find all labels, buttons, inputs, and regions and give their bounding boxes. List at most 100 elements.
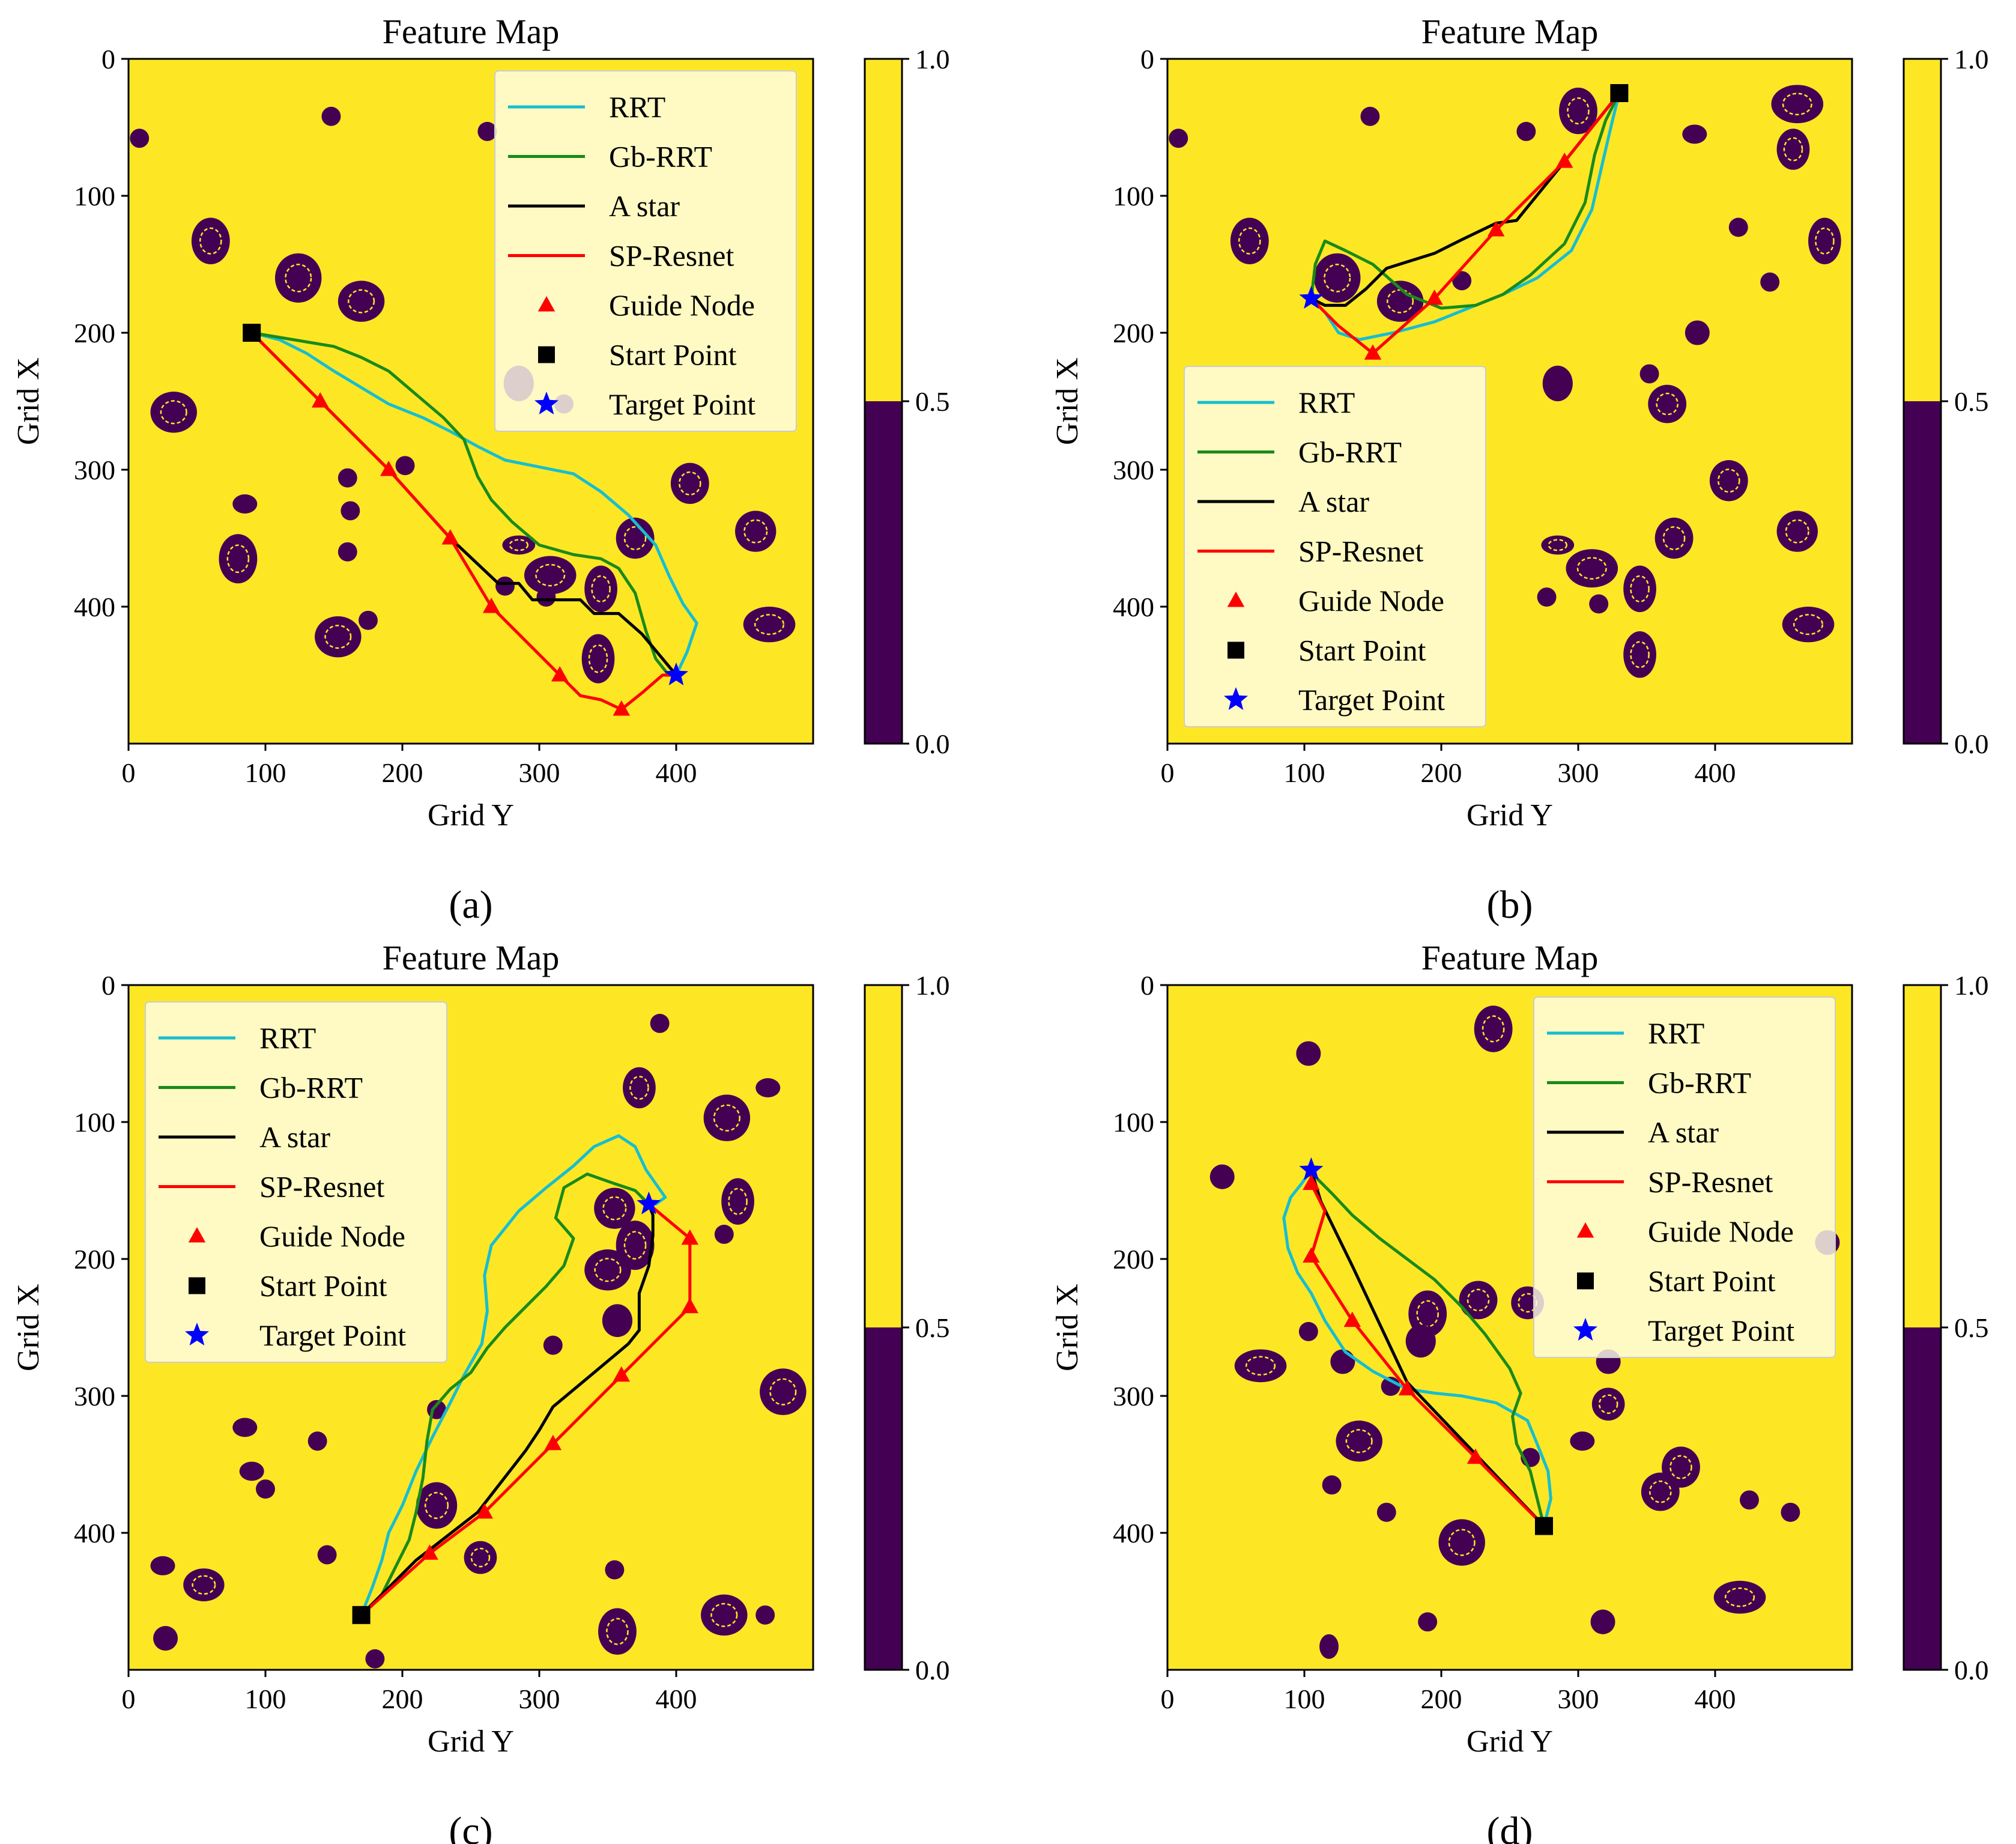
obstacle-body bbox=[1589, 594, 1609, 614]
obstacle bbox=[1782, 607, 1835, 643]
start-point-marker bbox=[1610, 84, 1629, 102]
obstacle bbox=[1639, 364, 1659, 384]
obstacle-body bbox=[1570, 1431, 1595, 1451]
obstacle bbox=[743, 607, 796, 643]
obstacle bbox=[1230, 217, 1269, 264]
obstacle bbox=[1591, 1388, 1625, 1421]
x-tick-label: 200 bbox=[382, 1684, 423, 1714]
obstacle bbox=[1296, 1041, 1321, 1066]
legend-label: A star bbox=[609, 189, 680, 223]
obstacle-body bbox=[703, 1094, 751, 1141]
obstacle-body bbox=[232, 1418, 258, 1437]
obstacle-body bbox=[1782, 607, 1835, 643]
colorbar-high-band bbox=[865, 985, 902, 1327]
series-line-rrt bbox=[250, 331, 698, 677]
panel-c: Feature Map 0 100 200 300 400 0 100 200 300 400 G… bbox=[11, 938, 950, 1844]
x-axis-label: Grid Y bbox=[428, 798, 514, 833]
legend-box bbox=[494, 70, 797, 432]
legend-entry: Start Point bbox=[538, 338, 737, 372]
legend-entry: Start Point bbox=[1577, 1264, 1776, 1298]
obstacle bbox=[1623, 631, 1656, 678]
guide-node-marker bbox=[1303, 1247, 1320, 1263]
x-tick-label: 400 bbox=[656, 1684, 697, 1714]
obstacle-body bbox=[1641, 1472, 1680, 1511]
obstacle bbox=[1590, 1609, 1615, 1634]
y-tick-label: 100 bbox=[74, 181, 115, 211]
legend-entry: A star bbox=[159, 1120, 330, 1154]
obstacle-body bbox=[1760, 272, 1780, 292]
obstacle-body bbox=[1654, 517, 1694, 559]
x-tick-label: 0 bbox=[122, 1684, 136, 1714]
obstacle bbox=[735, 511, 776, 552]
obstacle bbox=[232, 494, 258, 514]
obstacle bbox=[191, 217, 230, 264]
legend-square-handle bbox=[1227, 641, 1244, 659]
guide-node-marker bbox=[1303, 1174, 1320, 1190]
obstacle-body bbox=[495, 576, 515, 596]
colorbar-tick-label: 0.5 bbox=[915, 1312, 950, 1343]
obstacle-body bbox=[1591, 1388, 1625, 1421]
x-tick-label: 300 bbox=[519, 1684, 560, 1714]
guide-node-marker bbox=[1343, 1311, 1361, 1327]
colorbar-low-band bbox=[865, 1327, 902, 1670]
colorbar-tick-label: 0.5 bbox=[915, 386, 950, 417]
colorbar-low-band bbox=[865, 401, 902, 744]
legend-label: Gb-RRT bbox=[259, 1071, 363, 1105]
legend-entry: Target Point bbox=[185, 1318, 406, 1352]
obstacle-body bbox=[1559, 87, 1597, 135]
obstacle bbox=[1728, 217, 1748, 237]
obstacle bbox=[616, 517, 655, 559]
obstacle-body bbox=[1639, 364, 1659, 384]
obstacle bbox=[1781, 1502, 1800, 1522]
legend-star-handle bbox=[1573, 1318, 1597, 1341]
obstacle-body bbox=[1808, 217, 1841, 264]
x-tick-label: 200 bbox=[1421, 757, 1462, 788]
obstacle-body bbox=[584, 565, 617, 613]
y-tick-label: 400 bbox=[1113, 1518, 1154, 1548]
obstacle-contour bbox=[1793, 614, 1824, 635]
obstacle bbox=[1360, 106, 1380, 126]
legend-label: Target Point bbox=[609, 387, 755, 421]
obstacle bbox=[760, 1368, 807, 1415]
obstacle-body bbox=[191, 217, 230, 264]
obstacle-contour bbox=[1448, 1529, 1476, 1556]
obstacle-body bbox=[150, 1556, 175, 1576]
y-tick-label: 200 bbox=[74, 1244, 115, 1275]
obstacle-body bbox=[650, 1013, 670, 1033]
colorbar-tick-label: 1.0 bbox=[915, 970, 950, 1001]
obstacle-body bbox=[1537, 587, 1557, 607]
guide-node-marker bbox=[613, 1366, 631, 1382]
obstacle bbox=[477, 121, 497, 141]
obstacle-contour bbox=[1630, 641, 1650, 669]
y-tick-label: 0 bbox=[1140, 970, 1154, 1001]
obstacle-body bbox=[1230, 217, 1269, 264]
y-tick-label: 100 bbox=[74, 1107, 115, 1138]
obstacle-body bbox=[341, 501, 360, 521]
obstacle-body bbox=[598, 1608, 637, 1655]
x-axis-label: Grid Y bbox=[428, 1724, 514, 1759]
series-line-a-star bbox=[1309, 1168, 1546, 1528]
obstacle-body bbox=[232, 494, 258, 514]
obstacle bbox=[1808, 217, 1841, 264]
panel-title: Feature Map bbox=[1421, 938, 1599, 977]
obstacle-body bbox=[365, 1649, 385, 1669]
obstacle-body bbox=[735, 511, 776, 552]
legend-entry: Gb-RRT bbox=[1197, 435, 1402, 469]
legend-label: Guide Node bbox=[609, 288, 755, 322]
legend-entry: Gb-RRT bbox=[159, 1071, 363, 1105]
y-tick-label: 200 bbox=[74, 318, 115, 348]
obstacle-contour bbox=[1782, 93, 1812, 116]
obstacle bbox=[1474, 1005, 1513, 1052]
legend-label: Gb-RRT bbox=[1648, 1066, 1751, 1100]
colorbar-tick-label: 0.0 bbox=[1954, 1655, 1989, 1685]
legend-label: Target Point bbox=[259, 1318, 406, 1352]
y-tick-label: 300 bbox=[74, 455, 115, 485]
obstacle-body bbox=[543, 1335, 563, 1355]
legend-label: SP-Resnet bbox=[259, 1170, 384, 1204]
obstacle-body bbox=[1405, 1324, 1436, 1358]
obstacle bbox=[274, 253, 322, 303]
obstacle bbox=[1566, 549, 1618, 588]
panel-caption: (c) bbox=[449, 1809, 492, 1844]
obstacle-body bbox=[701, 1594, 748, 1636]
obstacle-contour bbox=[1324, 263, 1351, 293]
